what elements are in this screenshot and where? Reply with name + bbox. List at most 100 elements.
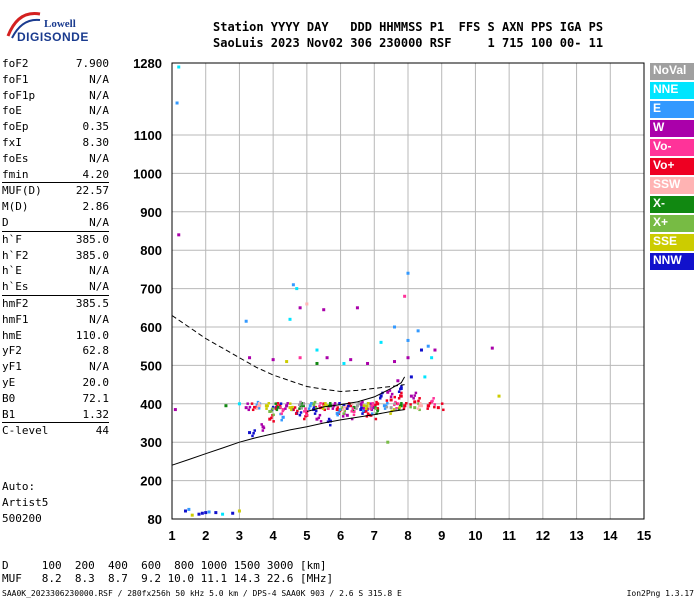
echo-point: [426, 407, 429, 410]
echo-point: [307, 407, 311, 410]
echo-point: [376, 409, 379, 413]
echo-point: [303, 410, 306, 413]
param-separator: [2, 230, 109, 232]
echo-point: [400, 402, 403, 405]
param-row: yE 20.0: [2, 376, 109, 390]
echo-point: [276, 402, 280, 405]
x-tick-label: 9: [438, 528, 445, 543]
echo-point: [345, 413, 349, 417]
param-key: B1: [2, 407, 16, 421]
echo-point: [352, 413, 356, 417]
param-value: N/A: [89, 312, 109, 326]
echo-point: [318, 413, 322, 417]
echo-point: [304, 415, 307, 418]
param-value: 110.0: [75, 328, 109, 342]
param-row: h`F2 385.0: [2, 249, 109, 263]
echo-point: [409, 403, 412, 406]
echo-point: [417, 402, 420, 405]
y-tick-label: 80: [148, 512, 162, 527]
echo-point: [376, 407, 379, 410]
echo-point: [271, 358, 275, 362]
echo-point: [367, 402, 370, 405]
param-key: foEp: [2, 120, 29, 134]
echo-point: [413, 394, 417, 397]
echo-point: [393, 325, 397, 329]
echo-point: [379, 340, 383, 344]
echo-point: [258, 404, 262, 408]
param-key: h`F2: [2, 248, 29, 262]
echo-point: [341, 408, 345, 412]
echo-point: [418, 397, 421, 400]
echo-point: [246, 402, 249, 405]
echo-point: [177, 233, 181, 237]
echo-point: [342, 404, 346, 408]
echo-point: [325, 356, 329, 360]
echo-point: [347, 404, 350, 408]
echo-point: [386, 440, 390, 444]
autoscaling-line1: Auto:: [2, 480, 36, 493]
echo-point: [190, 513, 194, 517]
param-key: foEs: [2, 151, 29, 165]
echo-point: [314, 407, 318, 410]
echo-point: [490, 346, 494, 350]
param-row: h`F 385.0: [2, 233, 109, 247]
echo-point: [362, 404, 366, 408]
echo-point: [291, 283, 295, 287]
echo-point: [370, 404, 373, 408]
echo-point: [304, 407, 307, 410]
echo-point: [399, 394, 402, 397]
param-value: 1.32: [82, 407, 110, 421]
x-tick-label: 8: [404, 528, 411, 543]
echo-point: [360, 406, 363, 409]
x-tick-label: 11: [502, 528, 516, 543]
echo-point: [430, 356, 434, 360]
echo-point: [279, 402, 283, 405]
echo-point: [357, 402, 361, 405]
echo-point: [350, 410, 353, 413]
echo-point: [314, 409, 318, 413]
echo-point: [270, 416, 273, 420]
echo-point: [393, 360, 397, 364]
autoscaling-line2: Artist5: [2, 496, 49, 509]
echo-point: [428, 402, 432, 405]
echo-point: [335, 408, 339, 412]
echo-point: [319, 402, 322, 405]
echo-point: [350, 402, 354, 405]
echo-point: [285, 360, 289, 364]
echo-point: [256, 404, 260, 408]
echo-point: [200, 511, 204, 515]
echo-point: [224, 404, 228, 408]
echo-point: [177, 65, 181, 69]
echo-point: [389, 406, 393, 410]
echo-point: [360, 403, 363, 407]
echo-point: [285, 404, 288, 408]
param-key: D: [2, 216, 9, 229]
echo-point: [237, 402, 241, 406]
echo-point: [362, 407, 365, 410]
y-tick-label: 900: [140, 205, 162, 220]
autoscaling-line3: 500200: [2, 512, 42, 525]
echo-point: [299, 400, 302, 404]
echo-point: [342, 412, 345, 415]
echo-point: [248, 356, 252, 360]
echo-point: [300, 407, 303, 410]
echo-point: [336, 406, 339, 409]
echo-point: [426, 344, 430, 348]
param-value: N/A: [89, 72, 109, 86]
param-row: C-level 44: [2, 424, 109, 438]
param-value: 8.30: [82, 136, 110, 149]
param-row: D N/A: [2, 216, 109, 230]
param-value: 385.5: [75, 297, 109, 310]
param-separator: [2, 422, 109, 424]
echo-point: [393, 408, 397, 412]
y-tick-label: 800: [140, 243, 162, 258]
echo-point: [183, 509, 187, 513]
x-tick-label: 15: [637, 528, 651, 543]
echo-point: [406, 356, 410, 360]
logo-line1: Lowell: [44, 18, 76, 30]
echo-point: [250, 402, 254, 405]
param-value: N/A: [89, 151, 109, 165]
echo-point: [380, 394, 383, 397]
echo-point: [317, 416, 321, 420]
echo-point: [394, 400, 397, 404]
